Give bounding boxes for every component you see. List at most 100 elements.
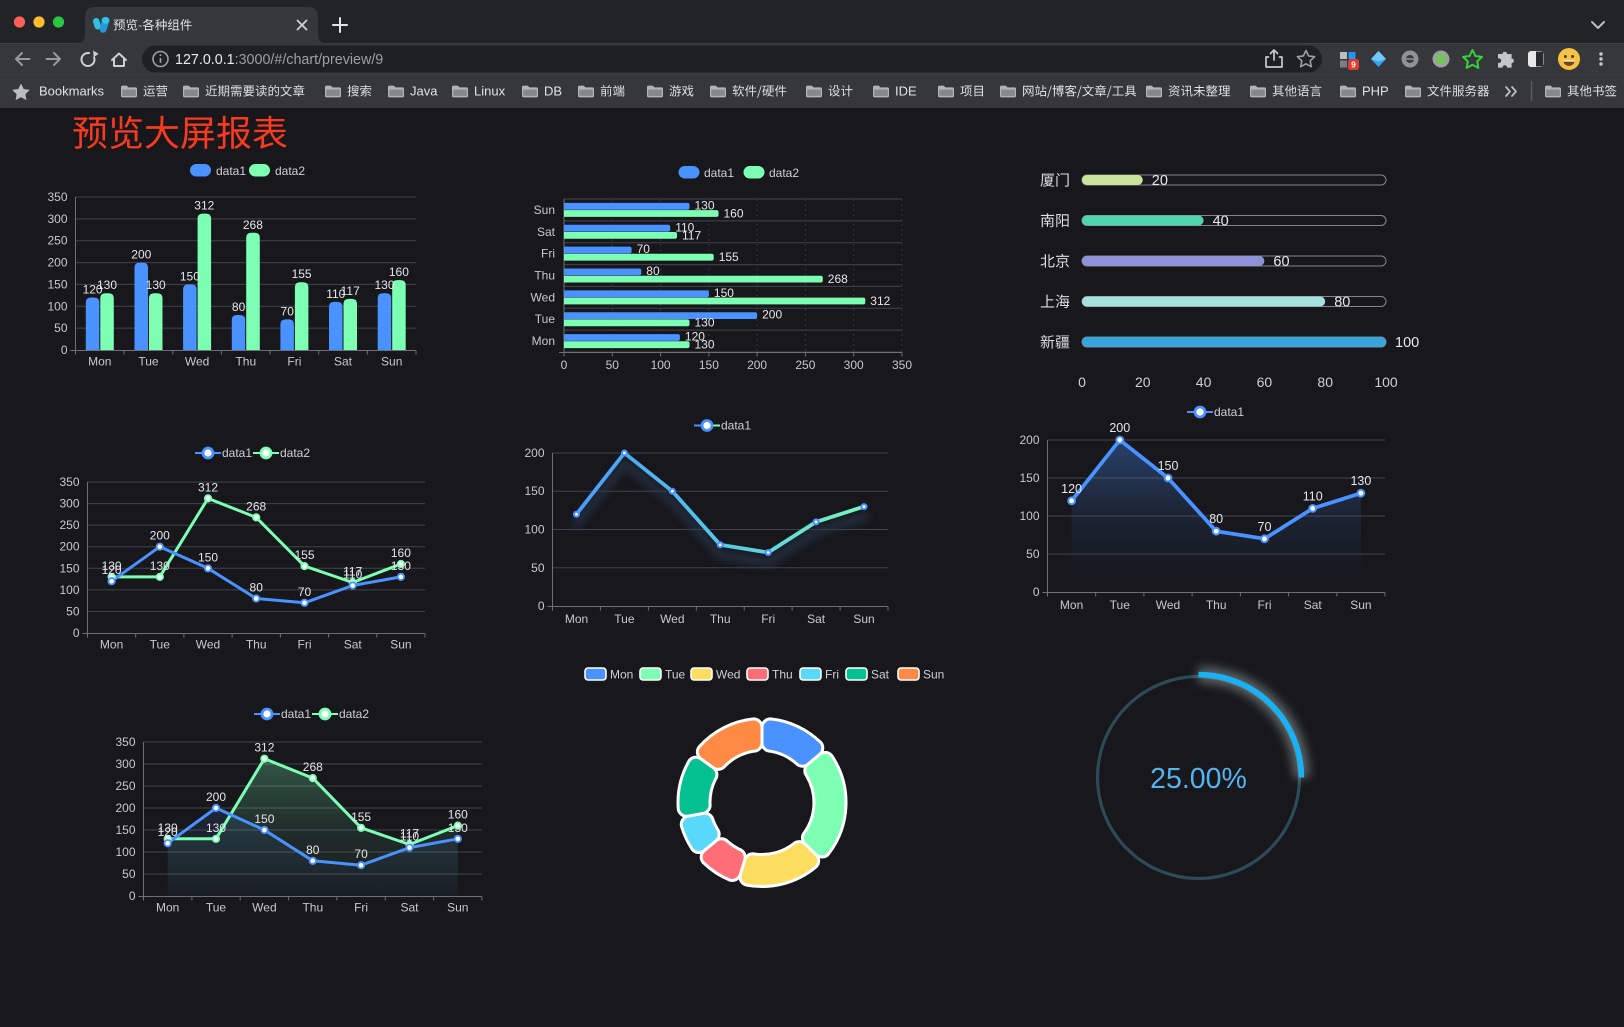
svg-text:Sat: Sat	[537, 225, 556, 239]
svg-text:20: 20	[1135, 374, 1151, 390]
svg-text:Sun: Sun	[390, 638, 411, 652]
svg-text:data1: data1	[1214, 405, 1244, 419]
svg-text:PHP: PHP	[1362, 84, 1389, 99]
svg-text:100: 100	[651, 358, 671, 372]
svg-text:130: 130	[695, 316, 715, 330]
svg-text:Thu: Thu	[710, 612, 731, 626]
svg-text:155: 155	[292, 267, 312, 281]
svg-text:80: 80	[1334, 295, 1350, 311]
svg-text:data2: data2	[280, 446, 310, 460]
svg-text:130: 130	[97, 278, 117, 292]
svg-text:Wed: Wed	[252, 901, 276, 915]
svg-text:250: 250	[59, 518, 79, 532]
svg-text:Tue: Tue	[535, 312, 556, 326]
svg-text:160: 160	[389, 265, 409, 279]
svg-text:200: 200	[131, 248, 151, 262]
svg-text:Sun: Sun	[534, 203, 555, 217]
svg-text:110: 110	[326, 287, 345, 301]
svg-text:110: 110	[400, 830, 419, 844]
svg-text:150: 150	[115, 823, 135, 837]
svg-text:Mon: Mon	[565, 612, 588, 626]
svg-text:100: 100	[524, 523, 544, 537]
svg-text:130: 130	[158, 821, 178, 835]
svg-text:200: 200	[747, 358, 767, 372]
svg-text:200: 200	[115, 801, 135, 815]
svg-text:9: 9	[1351, 60, 1356, 70]
svg-text:350: 350	[892, 358, 912, 372]
svg-text:70: 70	[298, 585, 312, 599]
svg-text:Wed: Wed	[531, 290, 555, 304]
svg-text:120: 120	[1061, 482, 1082, 496]
svg-text:200: 200	[206, 790, 226, 804]
svg-text:127.0.0.1:3000/#/chart/preview: 127.0.0.1:3000/#/chart/preview/9	[175, 52, 383, 68]
svg-text:Java: Java	[410, 84, 438, 99]
svg-text:data1: data1	[721, 419, 751, 433]
svg-text:110: 110	[343, 568, 362, 582]
svg-text:70: 70	[281, 304, 295, 318]
svg-text:50: 50	[122, 867, 136, 881]
svg-text:Sat: Sat	[1304, 598, 1323, 612]
svg-text:0: 0	[561, 358, 568, 372]
svg-text:Tue: Tue	[665, 668, 686, 682]
svg-text:150: 150	[198, 550, 218, 564]
svg-text:Thu: Thu	[772, 668, 793, 682]
svg-text:data2: data2	[769, 166, 799, 180]
svg-text:Mon: Mon	[610, 668, 633, 682]
svg-text:150: 150	[254, 812, 274, 826]
svg-text:150: 150	[180, 269, 200, 283]
svg-text:200: 200	[1019, 433, 1039, 447]
svg-text:70: 70	[1258, 520, 1272, 534]
svg-text:data1: data1	[281, 707, 311, 721]
svg-text:100: 100	[47, 299, 67, 313]
svg-text:100: 100	[1019, 509, 1039, 523]
svg-text:0: 0	[1033, 585, 1040, 599]
svg-text:70: 70	[354, 847, 368, 861]
svg-text:Linux: Linux	[474, 84, 506, 99]
svg-text:Sat: Sat	[400, 901, 419, 915]
svg-text:120: 120	[102, 563, 122, 577]
svg-text:150: 150	[1019, 471, 1039, 485]
svg-text:Tue: Tue	[1110, 598, 1131, 612]
svg-text:Sat: Sat	[334, 355, 353, 369]
svg-text:80: 80	[232, 300, 246, 314]
svg-text:117: 117	[400, 827, 419, 841]
svg-text:Sun: Sun	[381, 355, 402, 369]
svg-text:300: 300	[115, 757, 135, 771]
svg-text:300: 300	[47, 212, 67, 226]
svg-text:0: 0	[538, 599, 545, 613]
svg-text:50: 50	[531, 561, 545, 575]
svg-text:268: 268	[243, 218, 263, 232]
svg-text:Wed: Wed	[716, 668, 740, 682]
svg-text:120: 120	[83, 283, 103, 297]
svg-text:200: 200	[524, 446, 544, 460]
svg-text:DB: DB	[544, 84, 562, 99]
svg-text:100: 100	[1374, 374, 1398, 390]
svg-text:Sat: Sat	[807, 612, 826, 626]
svg-text:350: 350	[47, 190, 67, 204]
svg-text:Mon: Mon	[1060, 598, 1083, 612]
svg-text:data1: data1	[222, 446, 252, 460]
svg-text:Mon: Mon	[100, 638, 123, 652]
svg-text:Wed: Wed	[185, 355, 209, 369]
svg-text:250: 250	[47, 234, 67, 248]
svg-text:80: 80	[1209, 512, 1223, 526]
svg-text:data2: data2	[275, 164, 305, 178]
svg-text:130: 130	[146, 278, 166, 292]
svg-text:200: 200	[150, 529, 170, 543]
svg-text:130: 130	[102, 559, 122, 573]
svg-text:Mon: Mon	[88, 355, 111, 369]
svg-text:100: 100	[59, 583, 79, 597]
svg-text:Wed: Wed	[660, 612, 684, 626]
svg-text:200: 200	[762, 308, 782, 322]
svg-text:50: 50	[66, 604, 80, 618]
svg-text:155: 155	[719, 250, 739, 264]
svg-text:268: 268	[303, 760, 323, 774]
svg-text:80: 80	[1317, 374, 1333, 390]
svg-text:130: 130	[150, 559, 170, 573]
svg-text:data1: data1	[704, 166, 734, 180]
svg-text:Fri: Fri	[825, 668, 839, 682]
svg-text:117: 117	[682, 228, 701, 242]
svg-text:80: 80	[646, 264, 660, 278]
svg-text:0: 0	[1078, 374, 1086, 390]
svg-text:Fri: Fri	[761, 612, 775, 626]
